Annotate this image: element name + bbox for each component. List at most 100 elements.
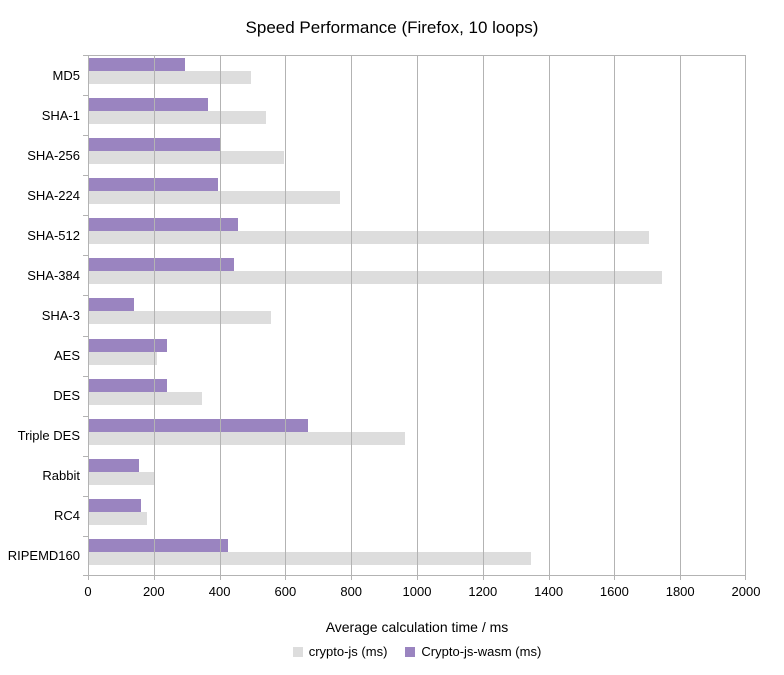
bar	[88, 458, 139, 472]
y-axis-tickmark	[83, 455, 88, 457]
legend-label: crypto-js (ms)	[308, 644, 388, 659]
bar	[88, 298, 135, 312]
category-label: Triple DES	[17, 428, 80, 444]
chart-row	[88, 376, 746, 416]
plot-area	[83, 55, 746, 580]
chart-row	[88, 336, 746, 376]
x-tick-label: 1400	[534, 584, 564, 599]
bar	[88, 311, 271, 325]
chart-row	[88, 536, 746, 576]
gridline	[482, 55, 484, 576]
chart-row	[88, 215, 746, 255]
x-axis-tickmark	[417, 576, 418, 580]
x-axis-title: Average calculation time / ms	[325, 619, 509, 635]
bar	[88, 218, 238, 232]
bar	[88, 471, 154, 485]
legend-swatch	[292, 646, 303, 657]
x-tick-label: 1200	[468, 584, 498, 599]
y-axis-tickmark	[83, 95, 88, 97]
chart-row	[88, 55, 746, 95]
chart-row	[88, 496, 746, 536]
bar	[88, 111, 266, 125]
legend: crypto-js (ms) Crypto-js-wasm (ms)	[88, 644, 746, 659]
y-axis-tickmark	[83, 535, 88, 537]
bar	[88, 98, 209, 112]
bar	[88, 338, 167, 352]
category-label: SHA-224	[27, 187, 80, 203]
x-axis-tickmark	[351, 576, 353, 580]
gridline	[614, 55, 616, 576]
bar	[88, 511, 148, 525]
category-label: RC4	[53, 508, 80, 524]
category-label: DES	[53, 388, 80, 404]
chart-row	[88, 175, 746, 215]
legend-swatch	[405, 646, 416, 657]
x-tick-label: 400	[208, 584, 231, 599]
y-axis-tickmark	[83, 375, 88, 377]
bar	[88, 258, 235, 272]
x-tick-label: 1800	[665, 584, 695, 599]
x-axis-tickmark	[745, 576, 746, 580]
bar	[88, 58, 186, 71]
bar	[88, 391, 202, 405]
y-axis-tickmark	[83, 135, 88, 137]
bar	[88, 71, 251, 84]
bar	[88, 538, 228, 552]
bars-layer	[88, 55, 746, 576]
x-axis-tickmark	[219, 576, 221, 580]
x-axis-tickmark	[548, 576, 550, 580]
bar	[88, 271, 663, 285]
legend-item: crypto-js (ms)	[292, 644, 388, 659]
bar	[88, 551, 531, 565]
x-axis-tickmark	[482, 576, 484, 580]
y-axis-tickmark	[83, 415, 88, 417]
x-axis-tickmark	[88, 576, 89, 580]
category-label: SHA-3	[41, 308, 80, 323]
category-label: SHA-256	[27, 147, 80, 163]
x-axis-tick-labels: 0 200 400 600 800 1000 1200 1400 1600 1800 2000	[84, 584, 760, 599]
gridline	[417, 55, 418, 576]
category-label: SHA-384	[27, 267, 80, 283]
x-axis-tickmark	[153, 576, 155, 580]
chart-row	[88, 95, 746, 135]
chart-row	[88, 255, 746, 295]
y-axis-tickmark	[83, 335, 88, 337]
x-tick-label: 600	[274, 584, 297, 599]
category-label: SHA-512	[27, 227, 80, 243]
gridline	[745, 55, 746, 576]
y-axis-tickmark	[83, 495, 88, 497]
category-label: MD5	[52, 67, 80, 83]
x-tick-label: 1600	[599, 584, 629, 599]
y-axis-tickmark	[83, 295, 88, 297]
y-axis-tickmark	[83, 175, 88, 177]
bar	[88, 191, 340, 205]
legend-label: Crypto-js-wasm (ms)	[421, 644, 542, 659]
gridline	[219, 55, 221, 576]
category-axis-labels: MD5 SHA-1 SHA-256 SHA-224 SHA-512 SHA-384 SHA-…	[0, 55, 80, 576]
x-tick-label: 200	[142, 584, 165, 599]
bar	[88, 498, 141, 512]
chart-row	[88, 295, 746, 335]
legend-item: Crypto-js-wasm (ms)	[405, 644, 541, 659]
gridline	[88, 55, 89, 576]
x-tick-label: 800	[340, 584, 363, 599]
bar	[88, 418, 309, 432]
category-label: SHA-1	[41, 107, 80, 123]
chart-title: Speed Performance (Firefox, 10 loops)	[245, 18, 539, 37]
x-axis-tickmark	[285, 576, 287, 580]
x-tick-label: 0	[84, 584, 92, 599]
chart-row	[88, 456, 746, 496]
y-axis-tickmark	[83, 575, 88, 576]
x-axis-tickmark	[614, 576, 616, 580]
gridline	[680, 55, 682, 576]
category-label: RIPEMD160	[7, 548, 80, 564]
bar	[88, 431, 406, 445]
bar	[88, 151, 284, 165]
category-label: Rabbit	[42, 468, 80, 484]
gridline	[153, 55, 155, 576]
y-axis-tickmark	[83, 215, 88, 217]
gridline	[351, 55, 353, 576]
x-tick-label: 2000	[731, 584, 761, 599]
bar	[88, 351, 158, 365]
